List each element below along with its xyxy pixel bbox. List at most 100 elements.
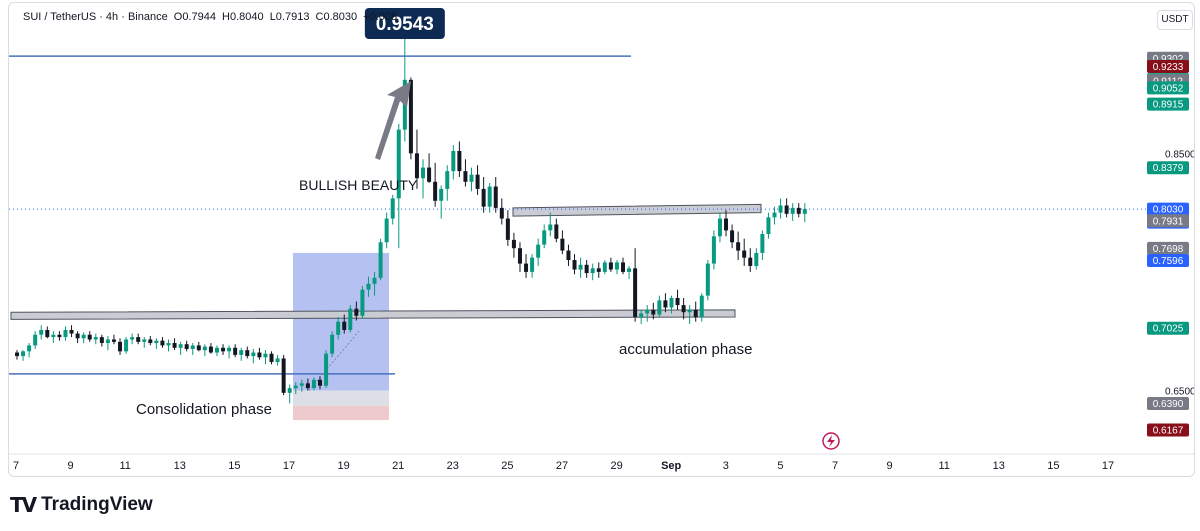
candle[interactable] bbox=[214, 345, 219, 357]
candle[interactable] bbox=[760, 230, 765, 261]
price-chart[interactable]: 0.9543 BULLISH BEAUTY accumulation phase Co… bbox=[9, 3, 1194, 476]
candle[interactable] bbox=[269, 351, 274, 365]
candle[interactable] bbox=[481, 177, 486, 213]
candle[interactable] bbox=[281, 354, 286, 396]
candle[interactable] bbox=[287, 384, 292, 404]
candle[interactable] bbox=[208, 343, 213, 354]
candle[interactable] bbox=[724, 210, 729, 237]
candle[interactable] bbox=[578, 257, 583, 278]
candle[interactable] bbox=[354, 301, 359, 321]
candle[interactable] bbox=[499, 198, 504, 225]
candle[interactable] bbox=[336, 316, 341, 340]
price-tag[interactable]: 0.6390 bbox=[1147, 397, 1189, 411]
candle[interactable] bbox=[233, 344, 238, 358]
candle[interactable] bbox=[766, 212, 771, 239]
bullish-annotation[interactable]: BULLISH BEAUTY bbox=[299, 177, 418, 193]
candle[interactable] bbox=[736, 231, 741, 261]
candle[interactable] bbox=[257, 347, 262, 360]
candle[interactable] bbox=[511, 232, 516, 258]
candle[interactable] bbox=[639, 309, 644, 325]
candle[interactable] bbox=[548, 212, 553, 237]
candle[interactable] bbox=[330, 331, 335, 358]
candle[interactable] bbox=[99, 334, 104, 347]
candle[interactable] bbox=[372, 271, 377, 296]
candle[interactable] bbox=[669, 295, 674, 314]
candle[interactable] bbox=[784, 198, 789, 218]
candle[interactable] bbox=[51, 331, 56, 344]
candle[interactable] bbox=[602, 260, 607, 275]
candle[interactable] bbox=[27, 343, 32, 358]
candle[interactable] bbox=[693, 301, 698, 322]
consolidation-annotation[interactable]: Consolidation phase bbox=[136, 401, 272, 418]
candle[interactable] bbox=[505, 210, 510, 246]
candle[interactable] bbox=[57, 331, 62, 341]
candle[interactable] bbox=[796, 203, 801, 218]
candle[interactable] bbox=[530, 254, 535, 278]
candle[interactable] bbox=[39, 325, 44, 340]
candle[interactable] bbox=[172, 338, 177, 351]
candle[interactable] bbox=[554, 218, 559, 243]
candle[interactable] bbox=[130, 333, 135, 345]
price-tag[interactable]: 0.9233 bbox=[1147, 59, 1189, 73]
candle[interactable] bbox=[81, 332, 86, 344]
candle[interactable] bbox=[69, 325, 74, 338]
candle[interactable] bbox=[111, 334, 116, 345]
candle[interactable] bbox=[148, 335, 153, 346]
candle[interactable] bbox=[245, 346, 250, 359]
candle[interactable] bbox=[305, 378, 310, 391]
candle[interactable] bbox=[457, 141, 462, 178]
candle[interactable] bbox=[166, 339, 171, 352]
candle[interactable] bbox=[584, 260, 589, 278]
candle[interactable] bbox=[687, 305, 692, 325]
candle[interactable] bbox=[33, 331, 38, 349]
candle[interactable] bbox=[705, 260, 710, 301]
candle[interactable] bbox=[196, 341, 201, 352]
candle[interactable] bbox=[178, 341, 183, 355]
candle[interactable] bbox=[63, 326, 68, 341]
candle[interactable] bbox=[772, 206, 777, 225]
candle[interactable] bbox=[311, 377, 316, 391]
candle[interactable] bbox=[663, 293, 668, 313]
chart-panel[interactable]: 0.9543 BULLISH BEAUTY accumulation phase Co… bbox=[8, 2, 1195, 477]
candle[interactable] bbox=[263, 350, 268, 365]
candle[interactable] bbox=[202, 344, 207, 357]
accumulation-annotation[interactable]: accumulation phase bbox=[619, 341, 752, 358]
candle[interactable] bbox=[184, 340, 189, 352]
candle[interactable] bbox=[469, 167, 474, 192]
candle[interactable] bbox=[384, 212, 389, 249]
price-tag[interactable]: 0.7698 bbox=[1147, 241, 1189, 255]
candle[interactable] bbox=[221, 344, 226, 355]
candle[interactable] bbox=[572, 254, 577, 275]
candle[interactable] bbox=[681, 297, 686, 320]
candle[interactable] bbox=[645, 305, 650, 322]
candle[interactable] bbox=[348, 305, 353, 333]
candle[interactable] bbox=[324, 350, 329, 389]
candle[interactable] bbox=[124, 337, 129, 354]
candle[interactable] bbox=[136, 333, 141, 345]
candle[interactable] bbox=[596, 262, 601, 278]
candle[interactable] bbox=[778, 198, 783, 219]
candle[interactable] bbox=[15, 350, 19, 360]
candle[interactable] bbox=[439, 185, 444, 219]
candle[interactable] bbox=[487, 182, 492, 213]
candle[interactable] bbox=[433, 162, 438, 207]
candle[interactable] bbox=[608, 257, 613, 272]
candle[interactable] bbox=[590, 263, 595, 281]
candle[interactable] bbox=[463, 159, 468, 187]
candle[interactable] bbox=[675, 289, 680, 310]
candle[interactable] bbox=[621, 257, 625, 275]
price-tag[interactable]: 0.6167 bbox=[1147, 423, 1189, 437]
candle[interactable] bbox=[451, 145, 456, 180]
candle[interactable] bbox=[421, 159, 426, 199]
symbol-title[interactable]: SUI / TetherUS · 4h · Binance bbox=[23, 11, 168, 23]
candle[interactable] bbox=[427, 153, 432, 183]
candle[interactable] bbox=[142, 337, 147, 348]
price-tag[interactable]: 0.7931 bbox=[1147, 214, 1189, 228]
candle[interactable] bbox=[239, 347, 244, 361]
peak-price-badge[interactable] bbox=[364, 8, 445, 39]
candle[interactable] bbox=[524, 254, 529, 278]
resistance-zone-rectangle[interactable] bbox=[512, 203, 762, 217]
candle[interactable] bbox=[251, 348, 256, 364]
candle[interactable] bbox=[475, 165, 480, 195]
candle[interactable] bbox=[45, 326, 50, 339]
